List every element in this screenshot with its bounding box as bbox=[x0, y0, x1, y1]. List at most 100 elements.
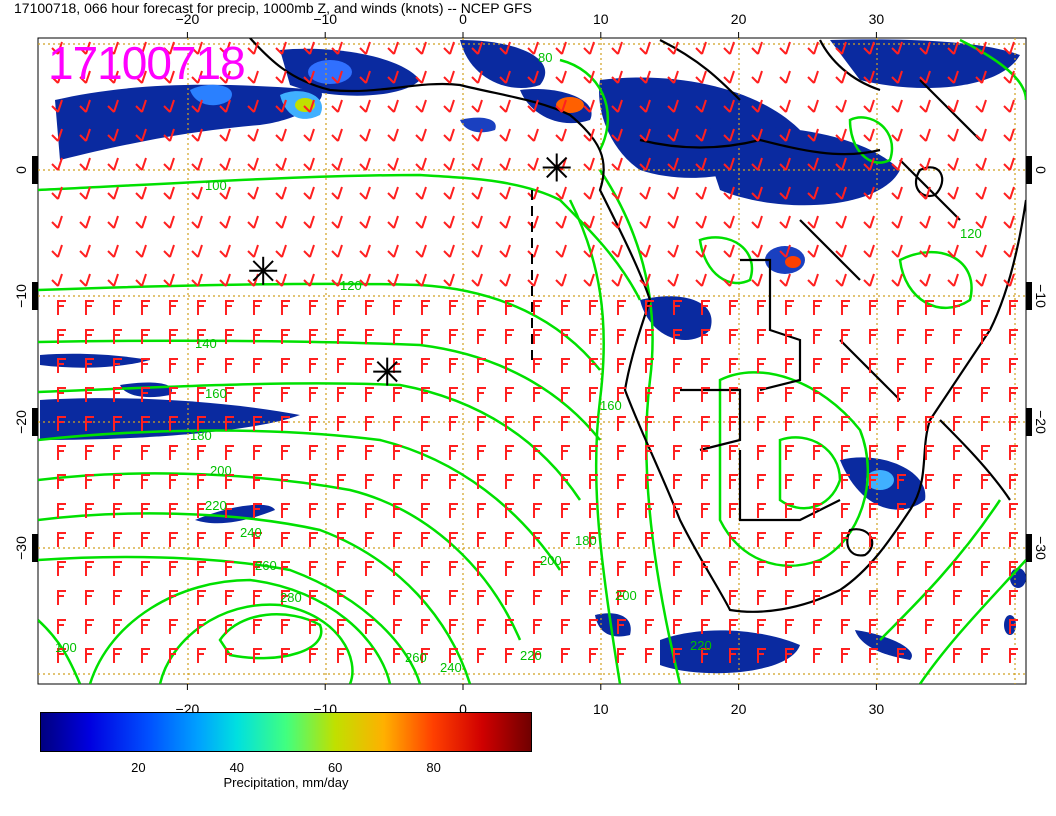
wind-barb bbox=[869, 445, 878, 460]
wind-barb bbox=[617, 590, 626, 605]
wind-barb bbox=[163, 41, 175, 55]
wind-barb bbox=[589, 300, 598, 315]
wind-barb bbox=[337, 532, 346, 547]
wind-barb bbox=[505, 619, 514, 634]
wind-barb bbox=[555, 99, 567, 113]
wind-barb bbox=[443, 215, 455, 229]
wind-barb bbox=[667, 99, 679, 113]
wind-barb bbox=[891, 70, 903, 84]
wind-barb bbox=[253, 561, 262, 576]
wind-barb bbox=[835, 157, 847, 171]
wind-barb bbox=[253, 474, 262, 489]
wind-barb bbox=[471, 273, 483, 287]
wind-barb bbox=[197, 561, 206, 576]
wind-barb bbox=[141, 474, 150, 489]
wind-barb bbox=[51, 273, 63, 287]
wind-barb bbox=[729, 474, 738, 489]
wind-barb bbox=[253, 590, 262, 605]
wind-barb bbox=[701, 300, 710, 315]
contour-label: 260 bbox=[405, 650, 427, 665]
wind-barb bbox=[387, 215, 399, 229]
wind-barb bbox=[197, 503, 206, 518]
wind-barb bbox=[1003, 186, 1015, 200]
wind-barb bbox=[505, 648, 514, 663]
map-frame bbox=[37, 37, 1027, 685]
wind-barb bbox=[555, 70, 567, 84]
wind-barb bbox=[113, 387, 122, 402]
wind-barb bbox=[807, 244, 819, 258]
colorbar-tick-2: 60 bbox=[327, 760, 343, 775]
wind-barb bbox=[443, 128, 455, 142]
wind-barb bbox=[225, 416, 234, 431]
wind-barb bbox=[617, 445, 626, 460]
wind-barb bbox=[141, 445, 150, 460]
wind-barb bbox=[359, 157, 371, 171]
wind-barb bbox=[953, 300, 962, 315]
lat-tick-mark bbox=[1026, 408, 1032, 436]
wind-barb bbox=[135, 186, 147, 200]
wind-barb bbox=[953, 358, 962, 373]
wind-barb bbox=[337, 648, 346, 663]
lon-tick-top-5: 30 bbox=[869, 11, 885, 27]
wind-barb bbox=[281, 532, 290, 547]
wind-barb bbox=[835, 244, 847, 258]
wind-barb bbox=[835, 273, 847, 287]
wind-barb bbox=[415, 70, 427, 84]
wind-barb bbox=[673, 619, 682, 634]
wind-barb bbox=[555, 244, 567, 258]
wind-barb bbox=[617, 474, 626, 489]
wind-barb bbox=[919, 244, 931, 258]
wind-barb bbox=[365, 619, 374, 634]
wind-barb bbox=[141, 416, 150, 431]
wind-barb bbox=[499, 157, 511, 171]
wind-barb bbox=[57, 445, 66, 460]
contour-label: 140 bbox=[195, 336, 217, 351]
wind-barb bbox=[191, 186, 203, 200]
wind-barb bbox=[785, 416, 794, 431]
wind-barb bbox=[169, 416, 178, 431]
wind-barb bbox=[113, 561, 122, 576]
wind-barb bbox=[729, 416, 738, 431]
coastlines bbox=[249, 38, 1026, 613]
wind-barb bbox=[253, 300, 262, 315]
wind-barb bbox=[421, 619, 430, 634]
wind-barb bbox=[135, 99, 147, 113]
wind-barb bbox=[757, 329, 766, 344]
wind-barb bbox=[337, 416, 346, 431]
wind-barb bbox=[421, 300, 430, 315]
wind-barb bbox=[863, 273, 875, 287]
wind-barb bbox=[673, 387, 682, 402]
wind-barb bbox=[981, 358, 990, 373]
wind-barb bbox=[141, 532, 150, 547]
wind-barb bbox=[169, 561, 178, 576]
wind-barb bbox=[331, 244, 343, 258]
wind-barb bbox=[981, 532, 990, 547]
wind-barb bbox=[701, 619, 710, 634]
wind-barb bbox=[981, 416, 990, 431]
wind-barb bbox=[107, 273, 119, 287]
wind-barb bbox=[471, 70, 483, 84]
wind-barb bbox=[729, 503, 738, 518]
wind-barb bbox=[667, 41, 679, 55]
wind-barb bbox=[359, 215, 371, 229]
wind-barb bbox=[169, 445, 178, 460]
lat-tick-right-3: −30 bbox=[1033, 536, 1049, 560]
wind-barb bbox=[813, 329, 822, 344]
wind-barb bbox=[729, 561, 738, 576]
wind-barb bbox=[757, 561, 766, 576]
wind-barb bbox=[415, 157, 427, 171]
wind-barb bbox=[1003, 99, 1015, 113]
wind-barb bbox=[757, 590, 766, 605]
wind-barb bbox=[253, 503, 262, 518]
wind-barb bbox=[57, 590, 66, 605]
wind-barb bbox=[667, 244, 679, 258]
wind-barb bbox=[639, 41, 651, 55]
wind-barb bbox=[835, 186, 847, 200]
wind-barb bbox=[499, 273, 511, 287]
wind-barb bbox=[225, 445, 234, 460]
wind-barb bbox=[505, 532, 514, 547]
wind-barb bbox=[667, 128, 679, 142]
wind-barb bbox=[757, 445, 766, 460]
wind-barb bbox=[141, 300, 150, 315]
wind-barb bbox=[197, 358, 206, 373]
